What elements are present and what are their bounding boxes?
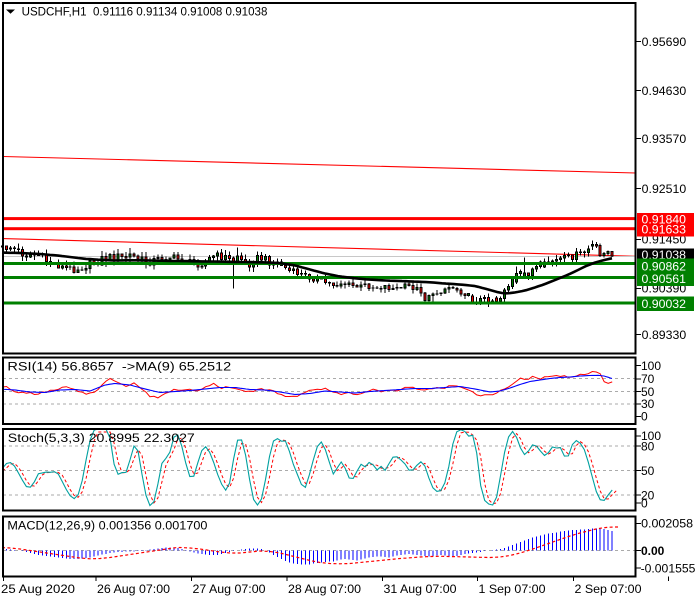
svg-text:50: 50 [641, 385, 655, 399]
svg-text:0.95690: 0.95690 [642, 35, 687, 49]
svg-text:0.93570: 0.93570 [642, 132, 687, 146]
svg-text:100: 100 [641, 359, 661, 373]
svg-text:0.90032: 0.90032 [642, 297, 687, 311]
svg-text:MACD(12,26,9) 0.001356 0.00170: MACD(12,26,9) 0.001356 0.001700 [7, 519, 207, 533]
svg-text:70: 70 [641, 372, 655, 386]
svg-text:100: 100 [641, 429, 661, 443]
svg-text:0.92510: 0.92510 [642, 182, 687, 196]
svg-text:27 Aug 07:00: 27 Aug 07:00 [193, 582, 266, 596]
svg-text:0.91633: 0.91633 [642, 223, 687, 237]
svg-text:25 Aug 2020: 25 Aug 2020 [1, 582, 75, 596]
svg-text:-0.001555: -0.001555 [641, 561, 696, 575]
svg-text:RSI(14) 56.8657 ->MA(9) 65.25: RSI(14) 56.8657 ->MA(9) 65.2512 [7, 360, 231, 374]
svg-text:0.89330: 0.89330 [642, 328, 687, 342]
svg-text:0.90862: 0.90862 [642, 260, 687, 274]
svg-text:1 Sep 07:00: 1 Sep 07:00 [479, 582, 546, 596]
svg-text:0.90561: 0.90561 [642, 272, 687, 286]
svg-text:Stoch(5,3,3) 20.8995 22.3027: Stoch(5,3,3) 20.8995 22.3027 [8, 431, 195, 445]
svg-text:2 Sep 07:00: 2 Sep 07:00 [575, 582, 642, 596]
svg-text:31 Aug 07:00: 31 Aug 07:00 [384, 582, 457, 596]
svg-text:0: 0 [641, 410, 648, 424]
svg-text:0.002058: 0.002058 [641, 517, 693, 531]
svg-text:80: 80 [641, 439, 655, 453]
svg-text:0: 0 [641, 496, 648, 510]
svg-text:26 Aug 07:00: 26 Aug 07:00 [97, 582, 170, 596]
svg-text:0.94630: 0.94630 [642, 84, 687, 98]
svg-text:30: 30 [641, 397, 655, 411]
svg-text:0.91840: 0.91840 [642, 213, 687, 227]
svg-text:20: 20 [641, 489, 655, 503]
svg-text:USDCHF,H1 0.91116 0.91134 0.9: USDCHF,H1 0.91116 0.91134 0.91008 0.9103… [22, 5, 268, 19]
svg-text:50: 50 [641, 464, 655, 478]
svg-text:28 Aug 07:00: 28 Aug 07:00 [288, 582, 361, 596]
svg-text:0.00: 0.00 [641, 544, 665, 558]
